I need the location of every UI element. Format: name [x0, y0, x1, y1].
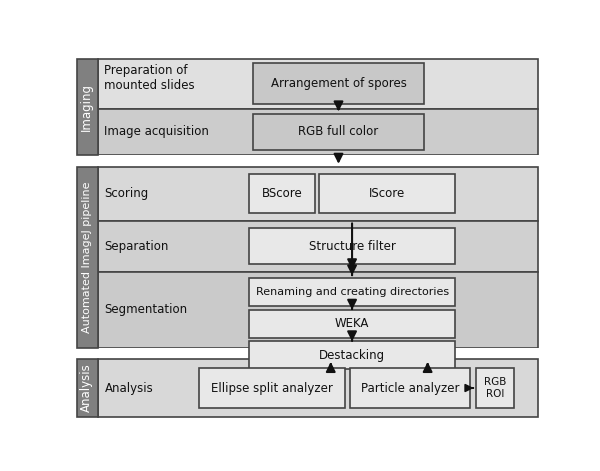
- Bar: [250, 278, 455, 306]
- Bar: [75, 155, 540, 167]
- Text: Analysis: Analysis: [104, 382, 153, 395]
- Bar: [250, 228, 455, 264]
- Bar: [98, 59, 538, 109]
- Bar: [98, 359, 538, 417]
- Text: Destacking: Destacking: [319, 349, 385, 362]
- Bar: [75, 348, 540, 359]
- Text: RGB full color: RGB full color: [298, 125, 379, 138]
- Bar: [98, 272, 538, 348]
- Bar: [98, 167, 538, 220]
- Bar: [250, 174, 315, 213]
- Text: IScore: IScore: [369, 187, 405, 200]
- Text: Analysis: Analysis: [80, 364, 93, 413]
- Text: WEKA: WEKA: [335, 317, 369, 330]
- Text: Automated ImageJ pipeline: Automated ImageJ pipeline: [82, 181, 92, 333]
- Bar: [350, 368, 470, 407]
- Text: Particle analyzer: Particle analyzer: [361, 382, 460, 395]
- Bar: [77, 167, 98, 348]
- Bar: [250, 341, 455, 369]
- Bar: [77, 59, 98, 155]
- Bar: [253, 64, 424, 104]
- Text: BScore: BScore: [262, 187, 302, 200]
- Bar: [98, 220, 538, 272]
- Bar: [199, 368, 345, 407]
- Text: RGB
ROI: RGB ROI: [484, 377, 506, 399]
- Bar: [77, 359, 98, 417]
- Text: Segmentation: Segmentation: [104, 303, 188, 317]
- Bar: [253, 114, 424, 150]
- Text: Imaging: Imaging: [80, 83, 93, 131]
- Text: Ellipse split analyzer: Ellipse split analyzer: [211, 382, 333, 395]
- Text: Preparation of
mounted slides: Preparation of mounted slides: [104, 65, 195, 92]
- Bar: [250, 310, 455, 338]
- Text: Separation: Separation: [104, 240, 169, 253]
- Text: Arrangement of spores: Arrangement of spores: [271, 77, 406, 90]
- Bar: [476, 368, 514, 407]
- Text: Renaming and creating directories: Renaming and creating directories: [256, 287, 449, 297]
- Text: Structure filter: Structure filter: [308, 240, 395, 253]
- Bar: [98, 109, 538, 155]
- Text: Scoring: Scoring: [104, 187, 149, 200]
- Bar: [319, 174, 455, 213]
- Text: Image acquisition: Image acquisition: [104, 125, 209, 138]
